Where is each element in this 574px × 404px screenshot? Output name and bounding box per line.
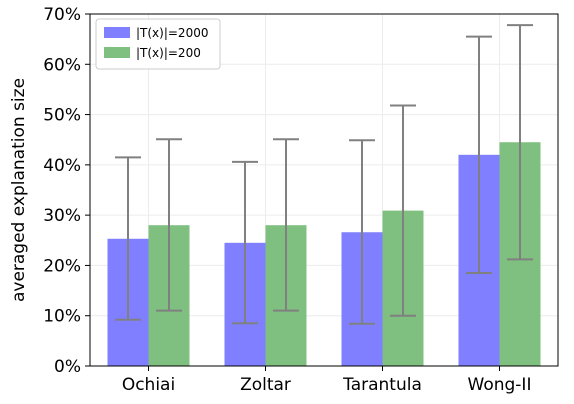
legend-label: |T(x)|=200 [136,46,201,60]
legend-swatch [104,47,130,58]
y-axis-ticks: 0% 10% 20% 30% 40% 50% 60% 70% [43,5,90,377]
x-tick-label: Tarantula [342,375,422,395]
legend-swatch [104,27,130,38]
y-axis-label: averaged explanation size [9,78,29,302]
x-axis-ticks: Ochiai Zoltar Tarantula Wong-II [122,366,532,395]
y-tick-label: 10% [43,307,81,327]
plot-frame [89,13,559,367]
y-tick-label: 30% [43,206,81,226]
bars [107,142,541,366]
x-tick-label: Wong-II [468,375,532,395]
y-tick-label: 0% [54,357,81,377]
x-tick-label: Zoltar [240,375,291,395]
y-tick-label: 50% [43,106,81,126]
y-tick-label: 40% [43,156,81,176]
y-tick-label: 70% [43,5,81,25]
y-tick-label: 20% [43,256,81,276]
legend-label: |T(x)|=2000 [136,26,208,40]
y-tick-label: 60% [43,55,81,75]
error-bars [115,24,533,325]
x-tick-label: Ochiai [122,375,175,395]
legend: |T(x)|=2000 |T(x)|=200 [95,18,221,70]
